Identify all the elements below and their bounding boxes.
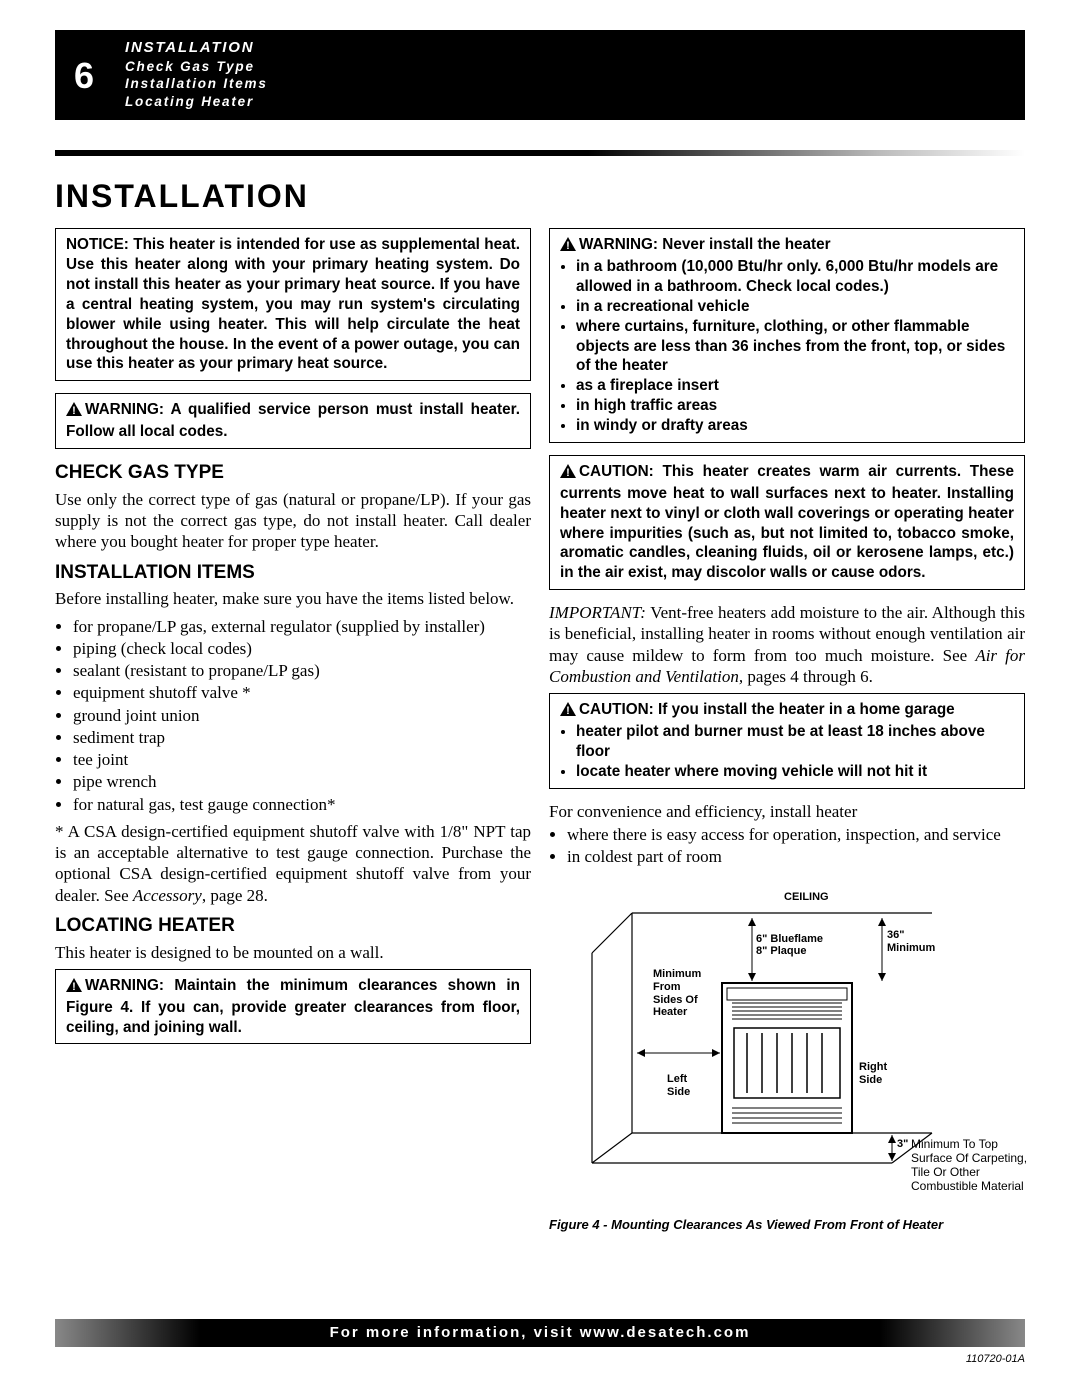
convenience-list: where there is easy access for operation… — [549, 824, 1025, 868]
left-column: NOTICE: This heater is intended for use … — [55, 228, 531, 1234]
list-item: in a recreational vehicle — [576, 297, 1014, 317]
figure-caption: Figure 4 - Mounting Clearances As Viewed… — [549, 1217, 1025, 1233]
two-column-layout: NOTICE: This heater is intended for use … — [55, 228, 1025, 1234]
warning-icon: ! — [560, 702, 576, 722]
list-item: piping (check local codes) — [73, 638, 531, 659]
lbl-blueflame: 6" Blueflame — [756, 933, 823, 946]
lbl-left: Left Side — [667, 1073, 690, 1098]
list-item: for natural gas, test gauge connection* — [73, 794, 531, 815]
install-items-intro: Before installing heater, make sure you … — [55, 588, 531, 609]
caution-1-text: CAUTION: This heater creates warm air cu… — [560, 463, 1014, 581]
warning-icon: ! — [560, 464, 576, 484]
svg-text:!: ! — [566, 705, 570, 716]
notice-box: NOTICE: This heater is intended for use … — [55, 228, 531, 381]
svg-text:!: ! — [72, 405, 76, 416]
list-item: for propane/LP gas, external regulator (… — [73, 616, 531, 637]
main-title: INSTALLATION — [55, 176, 1025, 216]
warning-icon: ! — [66, 978, 82, 998]
warning-box-3: ! WARNING: Never install the heater in a… — [549, 228, 1025, 443]
list-item: ground joint union — [73, 705, 531, 726]
clearance-diagram: CEILING 6" Blueflame 8" Plaque 36" Minim… — [549, 873, 1025, 1213]
caution-box-2: ! CAUTION: If you install the heater in … — [549, 693, 1025, 789]
check-gas-body: Use only the correct type of gas (natura… — [55, 489, 531, 553]
list-item: tee joint — [73, 749, 531, 770]
svg-text:!: ! — [566, 467, 570, 478]
list-item: heater pilot and burner must be at least… — [576, 722, 1014, 762]
list-item: where there is easy access for operation… — [567, 824, 1025, 845]
footnote-pre: * A CSA design-certified equipment shuto… — [55, 822, 531, 905]
gradient-divider — [55, 150, 1025, 156]
list-item: in windy or drafty areas — [576, 416, 1014, 436]
lbl-ceiling: CEILING — [784, 891, 829, 904]
list-item: equipment shutoff valve * — [73, 682, 531, 703]
list-item: where curtains, furniture, clothing, or … — [576, 317, 1014, 377]
warning-3-intro: WARNING: Never install the heater — [579, 236, 831, 253]
page-number: 6 — [55, 30, 113, 120]
lbl-right: Right Side — [859, 1061, 887, 1086]
footer-bar: For more information, visit www.desatech… — [55, 1319, 1025, 1347]
list-item: locate heater where moving vehicle will … — [576, 762, 1014, 782]
svg-text:!: ! — [72, 981, 76, 992]
header-item-1: Installation Items — [125, 75, 1013, 93]
warning-box-1: ! WARNING: A qualified service person mu… — [55, 393, 531, 449]
warning-1-text: WARNING: A qualified service person must… — [66, 401, 520, 440]
footnote-post: , page 28. — [202, 886, 268, 905]
warning-box-2: ! WARNING: Maintain the minimum clearanc… — [55, 969, 531, 1045]
footnote-ital: Accessory — [133, 886, 202, 905]
header-block: 6 INSTALLATION Check Gas Type Installati… — [55, 30, 1025, 120]
lbl-3text: Minimum To Top Surface Of Carpeting, Til… — [911, 1138, 1027, 1193]
header-item-0: Check Gas Type — [125, 58, 1013, 76]
important-paragraph: IMPORTANT: Vent-free heaters add moistur… — [549, 602, 1025, 687]
caution-box-1: ! CAUTION: This heater creates warm air … — [549, 455, 1025, 590]
warning-2-text: WARNING: Maintain the minimum clearances… — [66, 977, 520, 1036]
lbl-36: 36" Minimum — [887, 929, 935, 954]
locating-body: This heater is designed to be mounted on… — [55, 942, 531, 963]
list-item: in high traffic areas — [576, 396, 1014, 416]
lbl-minfrom: Minimum From Sides Of Heater — [653, 968, 701, 1019]
list-item: in a bathroom (10,000 Btu/hr only. 6,000… — [576, 257, 1014, 297]
list-item: in coldest part of room — [567, 846, 1025, 867]
check-gas-heading: CHECK GAS TYPE — [55, 461, 531, 485]
install-items-heading: INSTALLATION ITEMS — [55, 561, 531, 585]
list-item: sediment trap — [73, 727, 531, 748]
warning-icon: ! — [66, 402, 82, 422]
locating-heading: LOCATING HEATER — [55, 914, 531, 938]
right-column: ! WARNING: Never install the heater in a… — [549, 228, 1025, 1234]
header-text: INSTALLATION Check Gas Type Installation… — [113, 30, 1025, 120]
doc-id: 110720-01A — [966, 1353, 1025, 1367]
caution-2-intro: CAUTION: If you install the heater in a … — [579, 701, 955, 718]
important-label: IMPORTANT: — [549, 603, 646, 622]
header-title: INSTALLATION — [125, 38, 1013, 58]
list-item: as a fireplace insert — [576, 376, 1014, 396]
header-item-2: Locating Heater — [125, 93, 1013, 111]
svg-text:!: ! — [566, 240, 570, 251]
important-post: pages 4 through 6. — [743, 667, 873, 686]
lbl-plaque: 8" Plaque — [756, 945, 806, 958]
install-items-list: for propane/LP gas, external regulator (… — [55, 616, 531, 815]
convenience-intro: For convenience and efficiency, install … — [549, 801, 1025, 822]
warning-icon: ! — [560, 237, 576, 257]
items-footnote: * A CSA design-certified equipment shuto… — [55, 821, 531, 906]
list-item: pipe wrench — [73, 771, 531, 792]
lbl-3in: 3" — [897, 1138, 908, 1151]
list-item: sealant (resistant to propane/LP gas) — [73, 660, 531, 681]
